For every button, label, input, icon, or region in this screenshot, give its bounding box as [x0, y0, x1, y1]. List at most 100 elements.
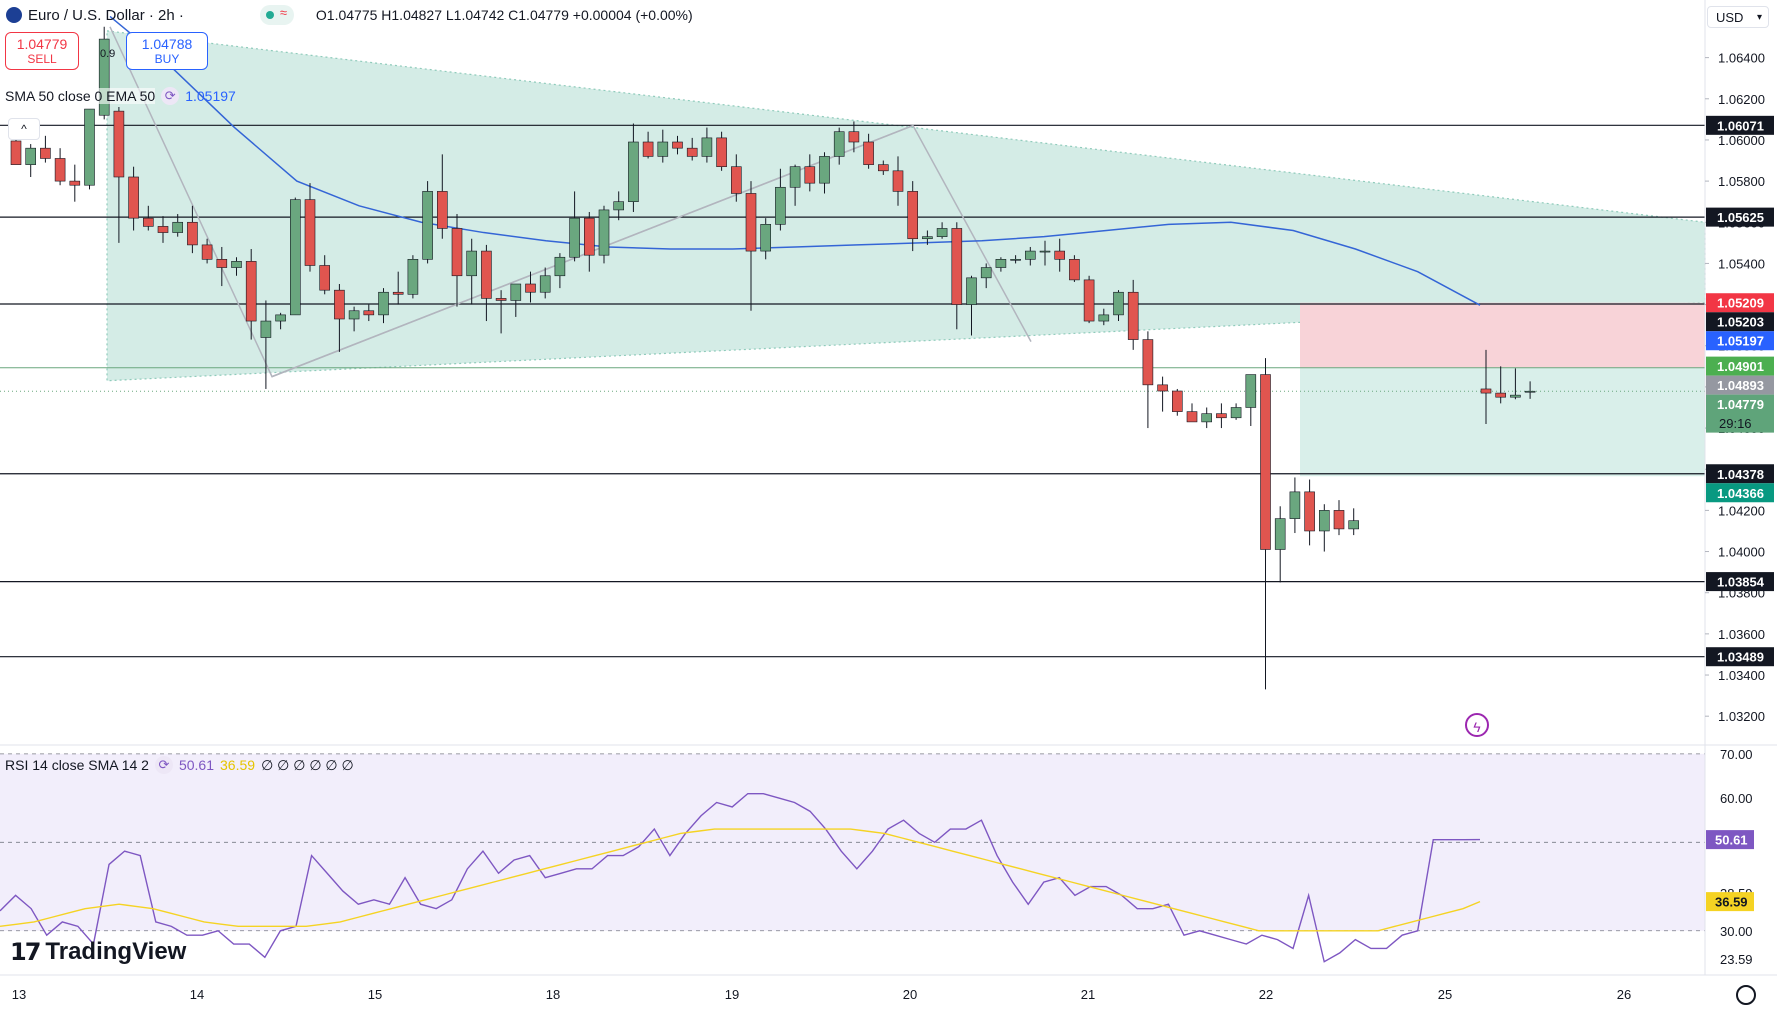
price-tick-label: 1.06400: [1718, 51, 1765, 66]
price-tick-label: 1.05400: [1718, 256, 1765, 271]
tradingview-logo[interactable]: 17 TradingView: [10, 938, 186, 966]
candle: [128, 166, 139, 231]
time-tick-label: 22: [1259, 987, 1273, 1002]
price-tag-bg: [1706, 647, 1774, 667]
candle: [1260, 358, 1271, 690]
candle: [510, 283, 522, 317]
settings-gear-icon[interactable]: [1736, 985, 1756, 1005]
price-tick-label: 1.05800: [1718, 174, 1765, 189]
candle: [642, 131, 654, 159]
price-tag: 1.04779: [1717, 397, 1764, 412]
eu-flag-icon: [6, 7, 22, 23]
candle-body: [672, 141, 683, 149]
candle: [1127, 279, 1139, 350]
price-tick-label: 1.06200: [1718, 92, 1765, 107]
candle: [25, 144, 37, 177]
stop-zone: [1300, 302, 1705, 368]
candle-body: [863, 141, 874, 165]
price-tag-bg: [1706, 572, 1774, 592]
collapse-button[interactable]: ^: [8, 118, 40, 140]
symbol-title[interactable]: Euro / U.S. Dollar · 2h ·: [28, 6, 184, 24]
candle: [334, 284, 345, 352]
candle-body: [128, 176, 139, 219]
rsi-tick-label: 23.59: [1720, 952, 1753, 967]
ma-legend[interactable]: SMA 50 close 0 EMA 50 ⟳ 1.05197: [5, 87, 236, 105]
rsi-band: [0, 753, 1705, 931]
price-tag: 1.04366: [1717, 486, 1764, 501]
price-tag: 1.04893: [1717, 378, 1764, 393]
candle: [980, 263, 992, 289]
candle-body: [701, 137, 713, 157]
currency-selector[interactable]: USD ▾: [1707, 6, 1769, 28]
candle-body: [1127, 291, 1139, 340]
price-tick-label: 1.06000: [1718, 133, 1765, 148]
rsi-tick-label: 60.00: [1720, 791, 1753, 806]
candle: [407, 255, 419, 299]
candle: [245, 249, 257, 340]
candle-body: [289, 199, 301, 316]
rsi-sma-line: [0, 828, 1481, 932]
candle: [848, 121, 860, 153]
price-tag-bg: [1706, 375, 1774, 395]
rsi-extra-values: ∅ ∅ ∅ ∅ ∅ ∅: [261, 756, 354, 773]
candle: [1098, 308, 1110, 326]
candle-body: [187, 221, 198, 246]
candle-body: [907, 191, 919, 240]
candle: [201, 238, 213, 264]
candle-body: [245, 261, 257, 322]
refresh-icon[interactable]: ⟳: [161, 87, 180, 105]
candle-body: [1142, 339, 1154, 386]
candle: [922, 230, 933, 245]
lightning-icon[interactable]: ϟ: [1465, 713, 1489, 737]
rsi-line: [0, 792, 1481, 963]
time-tick-label: 19: [725, 987, 739, 1002]
candle-body: [716, 137, 727, 167]
price-tag-bg: [1706, 394, 1774, 433]
candle: [598, 205, 610, 264]
candle-body: [539, 275, 551, 293]
currency-label: USD: [1716, 10, 1744, 25]
candle-body: [1289, 491, 1301, 519]
rsi-layer: [0, 744, 1777, 963]
candle-body: [892, 170, 904, 192]
ma-value: 1.05197: [185, 88, 236, 104]
candle: [951, 222, 963, 330]
candle: [1054, 238, 1065, 272]
candle-body: [966, 277, 977, 305]
candle: [554, 253, 566, 289]
candle-body: [25, 147, 37, 165]
chart-header: Euro / U.S. Dollar · 2h · ≈ O1.04775 H1.…: [0, 0, 693, 30]
buy-label: BUY: [154, 52, 180, 66]
candle: [1348, 508, 1359, 536]
candle-body: [1083, 279, 1095, 322]
candle: [966, 275, 977, 336]
brand-name: TradingView: [45, 938, 187, 965]
sell-button[interactable]: 1.04779 SELL: [5, 32, 79, 70]
candle-body: [686, 147, 698, 157]
candle: [304, 183, 316, 272]
candle-body: [569, 217, 580, 258]
candle-body: [1010, 259, 1021, 261]
rsi-tag: 36.59: [1715, 895, 1748, 910]
candle-body: [54, 158, 66, 182]
candle: [1142, 331, 1154, 429]
status-dot-icon: ≈: [259, 5, 294, 25]
rsi-legend[interactable]: RSI 14 close SMA 14 2 ⟳ 50.61 36.59 ∅ ∅ …: [5, 756, 354, 774]
candle: [672, 135, 683, 155]
buy-button[interactable]: 1.04788 BUY: [126, 32, 208, 70]
price-tag: 1.04901: [1717, 359, 1764, 374]
candle-body: [877, 164, 889, 172]
candle-body: [628, 141, 639, 202]
candle: [1083, 275, 1095, 324]
price-tag: 1.05209: [1717, 296, 1764, 311]
price-tag-bg: [1706, 464, 1774, 484]
candle: [1157, 376, 1168, 412]
candle: [348, 306, 360, 332]
candle-body: [1186, 411, 1198, 423]
candle-body: [1069, 259, 1080, 281]
ma-label: SMA 50 close 0 EMA 50: [5, 88, 156, 104]
rsi-refresh-icon[interactable]: ⟳: [154, 756, 173, 774]
price-tag: 1.05203: [1717, 315, 1764, 330]
candle-body: [201, 244, 213, 260]
